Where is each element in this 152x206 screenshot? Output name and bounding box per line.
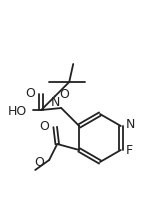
Text: HO: HO xyxy=(8,104,27,117)
Text: O: O xyxy=(34,157,44,170)
Text: O: O xyxy=(59,88,69,101)
Text: N: N xyxy=(51,96,60,109)
Text: N: N xyxy=(126,118,135,131)
Text: O: O xyxy=(39,119,49,132)
Text: F: F xyxy=(126,144,133,158)
Text: O: O xyxy=(25,87,35,99)
